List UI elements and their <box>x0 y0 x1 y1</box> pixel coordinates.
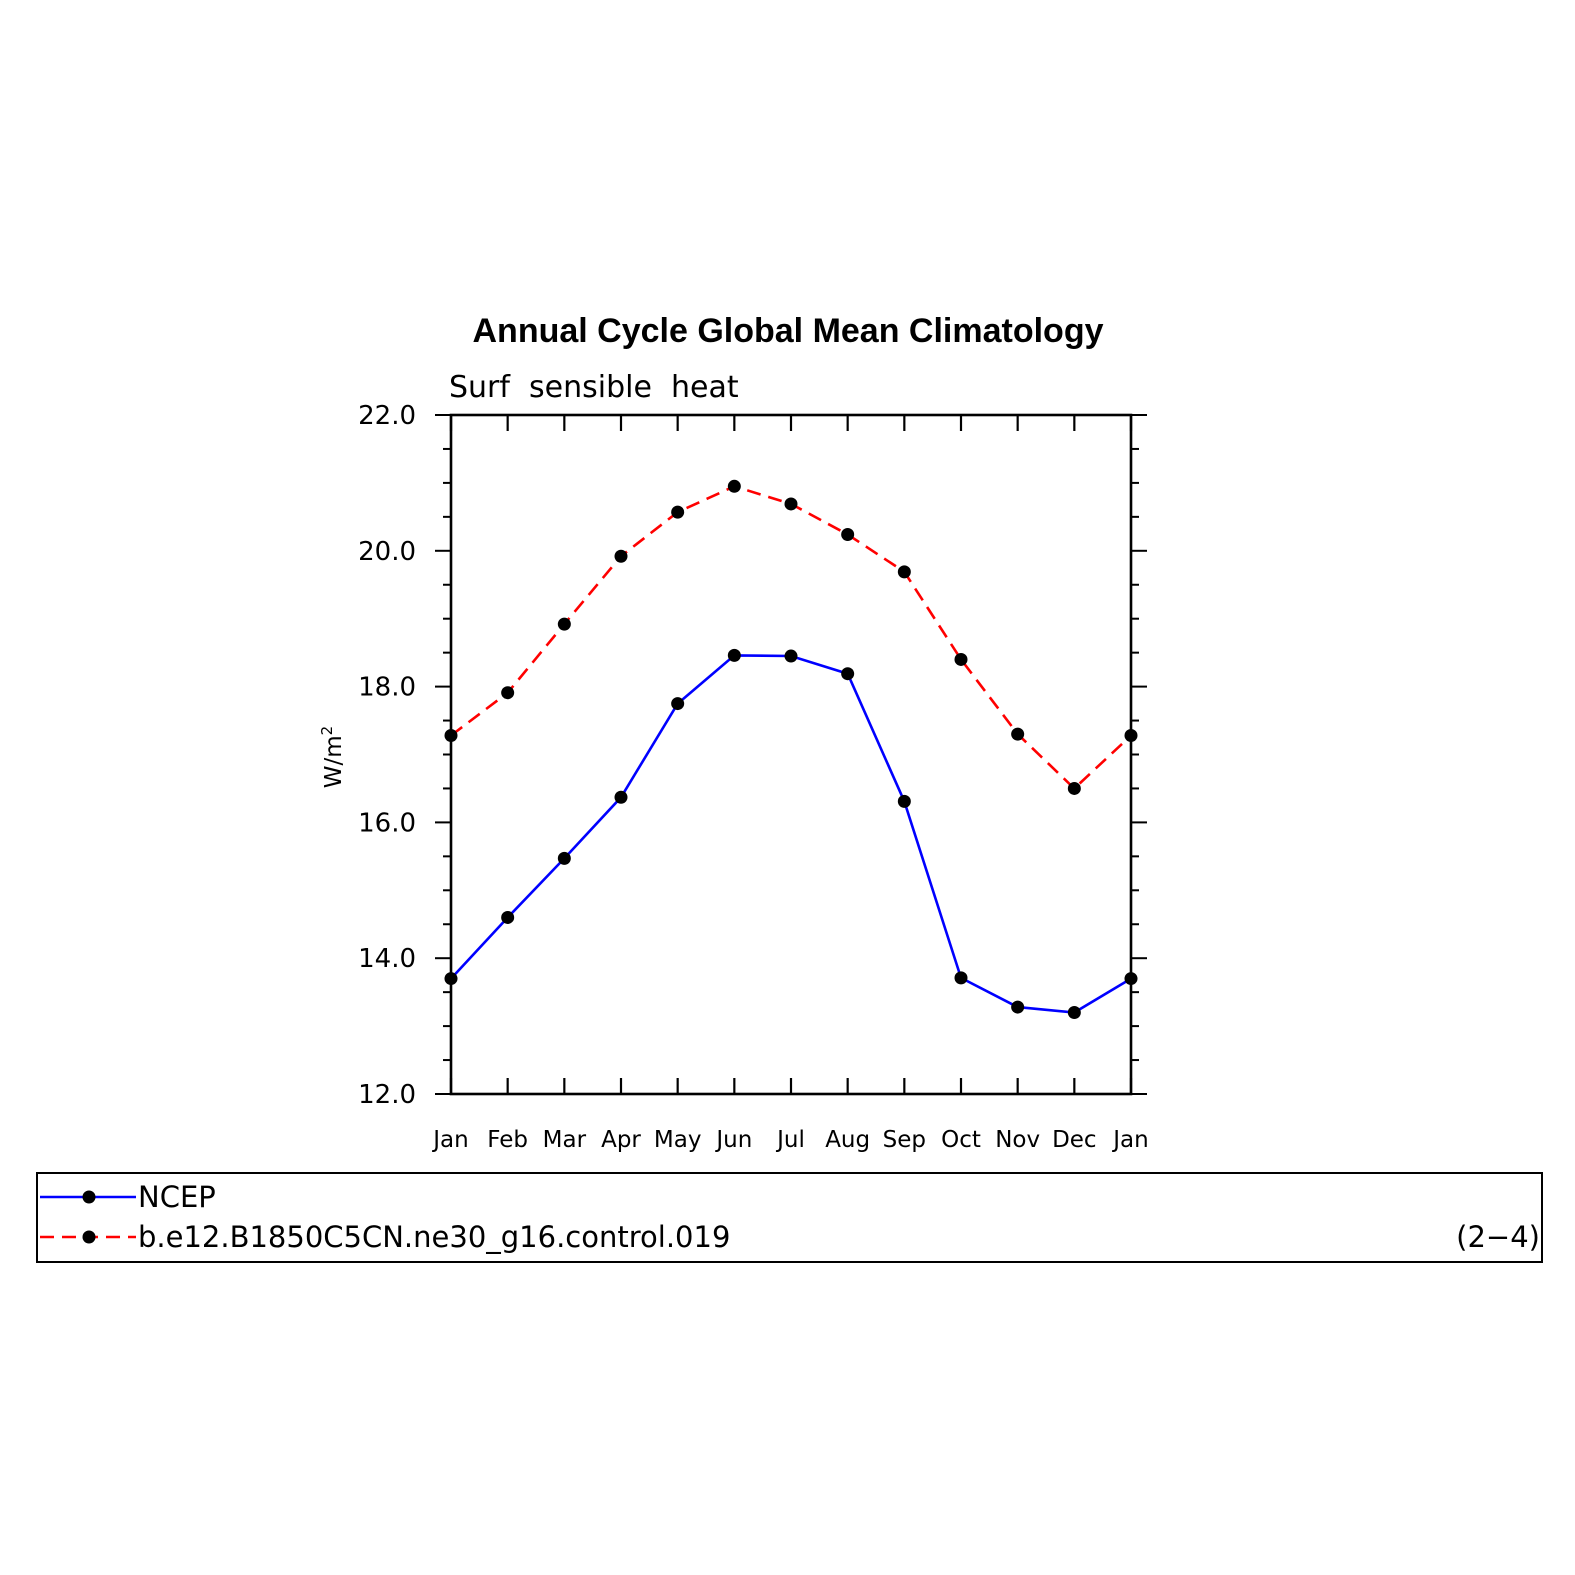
legend-marker <box>82 1190 96 1204</box>
data-point <box>897 794 911 808</box>
data-point <box>784 649 798 663</box>
legend-box <box>36 1172 1543 1263</box>
data-point <box>501 686 515 700</box>
x-tick-label: Dec <box>1052 1127 1097 1153</box>
x-tick-label: Jul <box>775 1127 805 1153</box>
data-point <box>954 652 968 666</box>
data-point <box>671 697 685 711</box>
data-point <box>954 971 968 985</box>
x-tick-label: Aug <box>825 1127 870 1153</box>
data-point <box>1011 727 1025 741</box>
x-tick-label: Sep <box>883 1127 926 1153</box>
data-point <box>671 505 685 519</box>
series-line-0 <box>450 654 1132 1014</box>
y-tick-label: 18.0 <box>358 673 416 703</box>
data-point <box>444 972 458 986</box>
data-point <box>784 497 798 511</box>
x-tick-label: Apr <box>601 1127 641 1153</box>
x-tick-label: Feb <box>487 1127 528 1153</box>
y-axis-label: W/m2 <box>318 726 347 788</box>
y-tick-label: 16.0 <box>358 808 416 838</box>
chart-subtitle: Surf sensible heat <box>449 370 739 405</box>
legend-entry-label: b.e12.B1850C5CN.ne30_g16.control.019 <box>138 1220 730 1254</box>
x-tick-label: Jun <box>714 1127 752 1153</box>
data-point <box>444 728 458 742</box>
plot-frame <box>449 413 1133 1096</box>
data-point <box>614 790 628 804</box>
chart-title: Annual Cycle Global Mean Climatology <box>473 312 1104 350</box>
data-point <box>1124 728 1138 742</box>
y-tick-label: 14.0 <box>358 944 416 974</box>
legend-marker <box>82 1230 96 1244</box>
legend-entry-label: NCEP <box>138 1180 216 1214</box>
x-tick-label: Nov <box>995 1127 1040 1153</box>
x-tick-label: Jan <box>431 1127 468 1153</box>
series-layer <box>444 479 1138 1020</box>
data-point <box>727 479 741 493</box>
data-point <box>841 528 855 542</box>
data-point <box>727 648 741 662</box>
legend: NCEP b.e12.B1850C5CN.ne30_g16.control.019… <box>36 1172 1543 1263</box>
data-point <box>1067 781 1081 795</box>
y-tick-label: 12.0 <box>358 1080 416 1110</box>
data-point <box>897 565 911 579</box>
y-axis-label-text: W/m <box>321 735 347 788</box>
y-tick-label: 20.0 <box>358 537 416 567</box>
x-tick-label: Oct <box>941 1127 981 1153</box>
data-point <box>841 667 855 681</box>
y-axis-label-superscript: 2 <box>318 726 336 736</box>
x-tick-label: May <box>654 1127 702 1153</box>
panel-annotation: (2−4) <box>1456 1220 1540 1254</box>
x-tick-label: Mar <box>543 1127 587 1153</box>
series-line-1 <box>450 484 1132 791</box>
y-tick-label: 22.0 <box>358 401 416 431</box>
data-point <box>501 910 515 924</box>
data-point <box>1067 1006 1081 1020</box>
data-point <box>557 851 571 865</box>
plot-axes: Jan Feb Mar Apr May Jun Jul Aug Sep Oct Nov Dec Jan 1… <box>358 401 1149 1153</box>
data-point <box>1011 1000 1025 1014</box>
data-point <box>557 617 571 631</box>
data-point <box>1124 972 1138 986</box>
data-point <box>614 549 628 563</box>
x-tick-label: Jan <box>1111 1127 1148 1153</box>
